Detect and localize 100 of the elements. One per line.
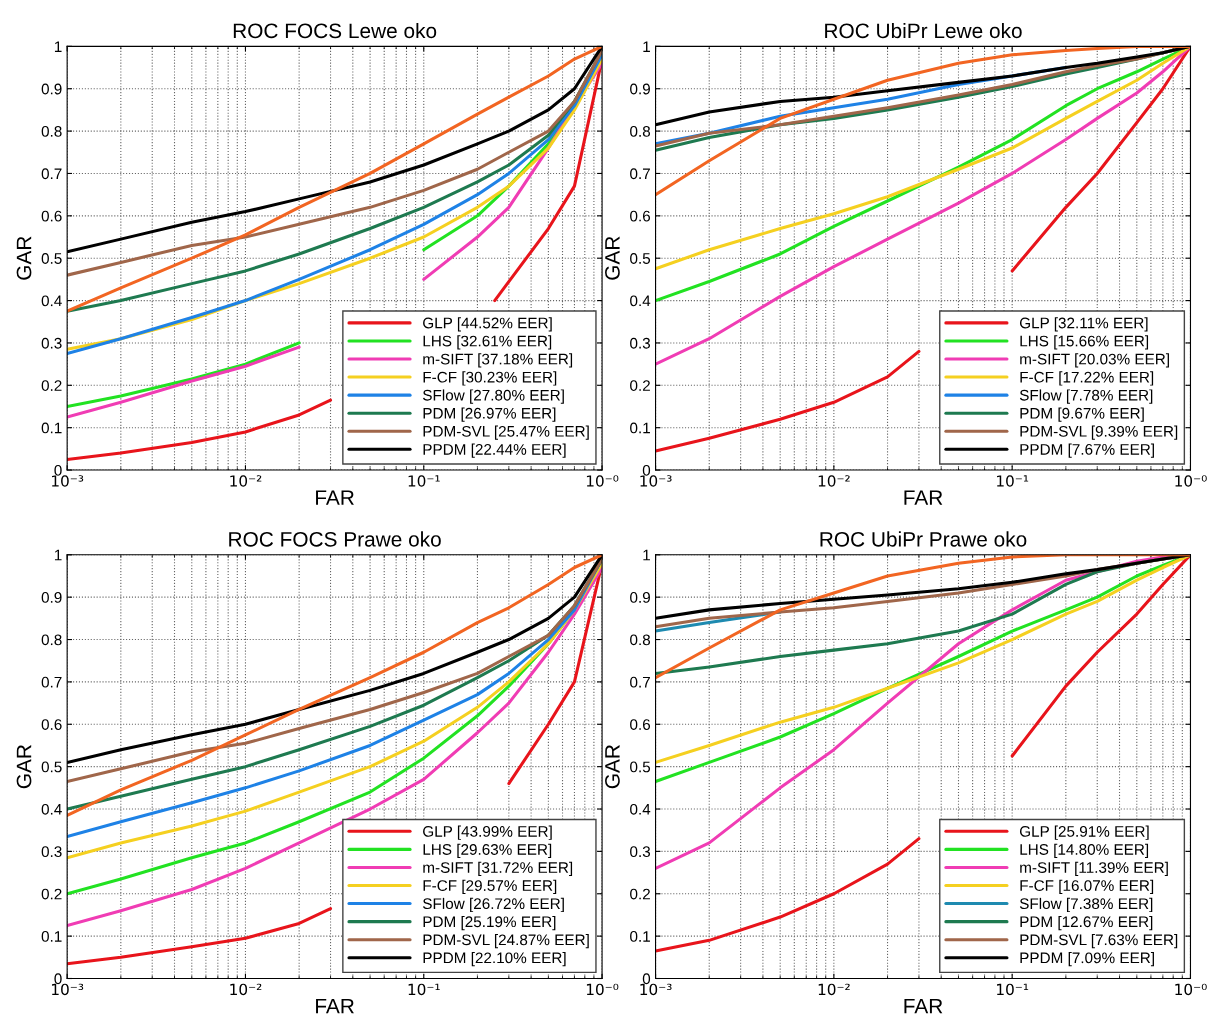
chart-title: ROC FOCS Lewe oko <box>233 22 437 39</box>
y-tick-label: 1 <box>643 41 650 52</box>
legend-label: LHS [15.66% EER] <box>1020 335 1149 350</box>
legend-label: SFlow [27.80% EER] <box>422 389 564 404</box>
legend-label: LHS [14.80% EER] <box>1020 843 1149 858</box>
y-tick-label: 0 <box>642 973 651 985</box>
x-tick-label: 10⁻² <box>230 475 262 487</box>
x-tick-label: 10⁻⁰ <box>1175 983 1207 996</box>
y-tick-label: 0.8 <box>630 125 651 137</box>
legend-label: SFlow [26.72% EER] <box>422 897 564 913</box>
y-tick-label: 1 <box>54 549 62 561</box>
legend-label: PPDM [22.10% EER] <box>423 952 566 967</box>
chart-title: ROC UbiPr Lewe oko <box>825 22 1022 39</box>
y-axis-title: GAR <box>16 236 32 280</box>
y-tick-label: 1 <box>54 41 62 52</box>
legend-label: LHS [32.61% EER] <box>423 335 552 350</box>
chart-title: ROC UbiPr Prawe oko <box>820 531 1027 547</box>
x-tick-label: 10⁻³ <box>52 475 84 487</box>
legend-label: SFlow [7.78% EER] <box>1019 389 1153 404</box>
legend-label: GLP [25.91% EER] <box>1019 825 1149 840</box>
y-tick-label: 0.2 <box>630 380 650 391</box>
y-tick-label: 0.2 <box>41 380 62 391</box>
x-tick-label: 10⁻² <box>818 475 850 487</box>
y-tick-label: 0.9 <box>630 83 650 95</box>
y-tick-label: 0.6 <box>630 719 651 730</box>
legend-label: m-SIFT [20.03% EER] <box>1020 353 1169 368</box>
y-tick-label: 0.4 <box>630 803 651 815</box>
x-tick-label: 10⁻² <box>230 983 262 996</box>
legend-label: PDM-SVL [9.39% EER] <box>1020 425 1178 440</box>
y-tick-label: 0.9 <box>630 592 650 603</box>
y-tick-label: 0.7 <box>41 676 62 688</box>
y-tick-label: 0.2 <box>630 888 650 900</box>
x-axis-title: FAR <box>904 490 943 505</box>
legend-label: PDM [12.67% EER] <box>1020 915 1153 931</box>
y-tick-label: 0.4 <box>41 295 62 307</box>
legend-label: LHS [29.63% EER] <box>423 843 552 858</box>
y-tick-label: 0.9 <box>41 83 62 95</box>
x-axis-title: FAR <box>316 490 354 505</box>
y-tick-label: 0.3 <box>41 337 62 349</box>
legend-label: PDM-SVL [7.63% EER] <box>1020 933 1178 949</box>
y-tick-label: 0 <box>54 464 62 476</box>
y-tick-label: 0.4 <box>41 803 62 815</box>
x-tick-label: 10⁻³ <box>52 983 84 996</box>
y-tick-label: 0.1 <box>41 931 62 942</box>
y-tick-label: 0.3 <box>41 846 62 858</box>
x-tick-label: 10⁻² <box>818 983 850 996</box>
x-axis-title: FAR <box>316 998 354 1014</box>
legend-label: GLP [44.52% EER] <box>423 317 552 332</box>
legend-label: SFlow [7.38% EER] <box>1019 897 1153 913</box>
legend-label: F-CF [16.07% EER] <box>1020 879 1154 895</box>
x-tick-label: 10⁻⁰ <box>1175 475 1207 487</box>
x-tick-label: 10⁻¹ <box>408 475 440 487</box>
y-tick-label: 0.5 <box>41 253 62 264</box>
x-tick-label: 10⁻⁰ <box>586 983 619 996</box>
y-tick-label: 0.7 <box>630 168 650 180</box>
legend-label: PDM [25.19% EER] <box>423 915 556 931</box>
x-tick-label: 10⁻¹ <box>997 475 1029 487</box>
y-tick-label: 0.5 <box>630 253 651 264</box>
legend-label: PDM-SVL [24.87% EER] <box>423 933 589 949</box>
y-tick-label: 0.6 <box>41 719 62 730</box>
y-tick-label: 0.8 <box>41 125 62 137</box>
y-tick-label: 0 <box>642 464 651 476</box>
y-tick-label: 0.1 <box>630 931 650 942</box>
legend-label: m-SIFT [31.72% EER] <box>423 861 573 876</box>
legend-label: PPDM [7.09% EER] <box>1020 952 1154 967</box>
legend-label: PDM-SVL [25.47% EER] <box>423 425 589 440</box>
y-tick-label: 0.3 <box>630 846 651 858</box>
y-tick-label: 0.7 <box>630 676 650 688</box>
y-tick-label: 0.6 <box>41 210 62 222</box>
legend-label: m-SIFT [11.39% EER] <box>1020 861 1168 876</box>
y-tick-label: 0.1 <box>630 422 650 434</box>
y-tick-label: 0.8 <box>630 634 651 646</box>
y-tick-label: 0.8 <box>41 634 62 646</box>
legend-label: GLP [43.99% EER] <box>423 825 552 840</box>
x-tick-label: 10⁻³ <box>640 983 672 996</box>
y-tick-label: 0.6 <box>630 210 651 222</box>
y-axis-title: GAR <box>605 745 620 789</box>
x-axis-title: FAR <box>904 998 943 1014</box>
y-tick-label: 0.2 <box>41 888 62 900</box>
y-tick-label: 0.7 <box>41 168 62 180</box>
legend-label: PPDM [22.44% EER] <box>423 443 566 458</box>
y-tick-label: 0.5 <box>630 761 651 773</box>
legend-label: m-SIFT [37.18% EER] <box>423 353 573 368</box>
y-axis-title: GAR <box>605 236 620 280</box>
x-tick-label: 10⁻¹ <box>997 983 1029 996</box>
x-tick-label: 10⁻³ <box>640 475 672 487</box>
legend-label: PDM [9.67% EER] <box>1020 407 1144 422</box>
legend-label: PDM [26.97% EER] <box>423 407 556 422</box>
y-tick-label: 0.4 <box>630 295 651 307</box>
y-axis-title: GAR <box>16 745 32 789</box>
y-tick-label: 0.3 <box>630 337 651 349</box>
legend-label: F-CF [17.22% EER] <box>1020 371 1154 386</box>
y-tick-label: 1 <box>643 549 650 561</box>
y-tick-label: 0 <box>54 973 62 985</box>
chart-title: ROC FOCS Prawe oko <box>229 531 441 547</box>
legend-label: PPDM [7.67% EER] <box>1020 443 1154 458</box>
y-tick-label: 0.5 <box>41 761 62 773</box>
x-tick-label: 10⁻⁰ <box>586 475 619 487</box>
y-tick-label: 0.9 <box>41 592 62 603</box>
legend-label: GLP [32.11% EER] <box>1019 317 1148 332</box>
